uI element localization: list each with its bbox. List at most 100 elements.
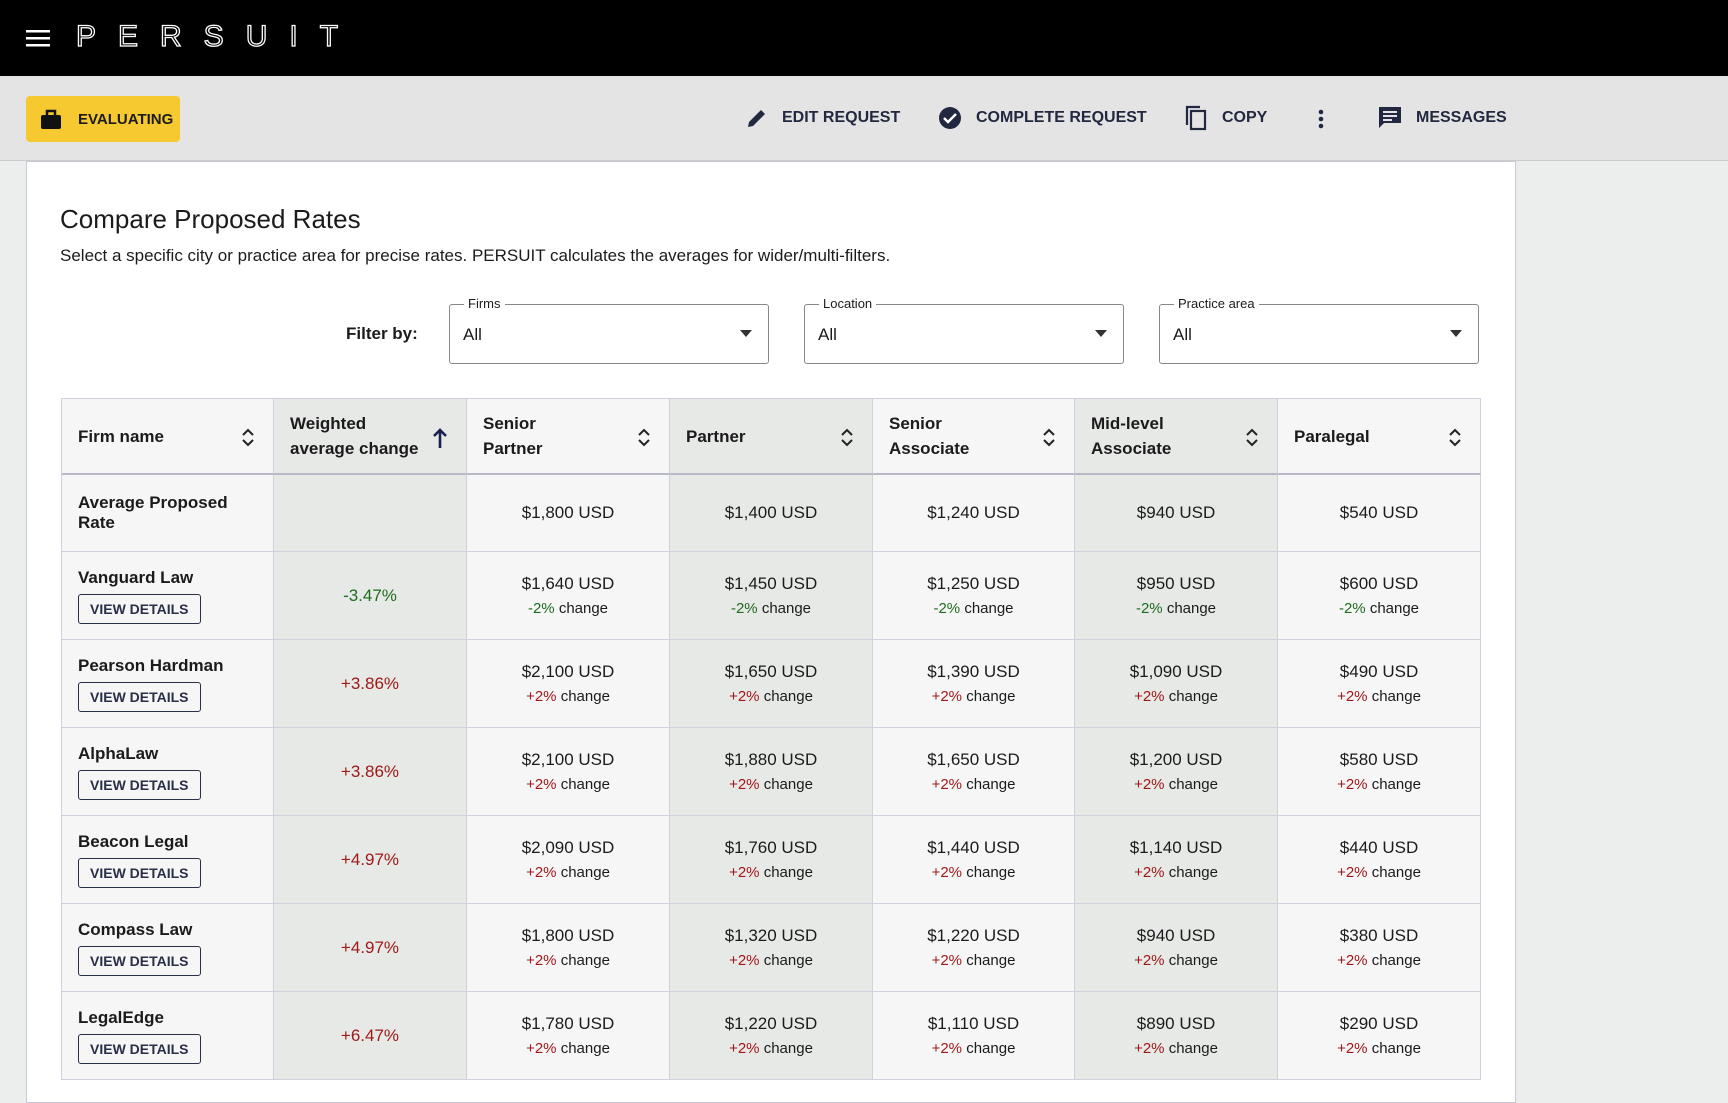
status-badge[interactable]: EVALUATING bbox=[26, 96, 180, 142]
change-word: change bbox=[763, 864, 813, 881]
row-label: Average Proposed Rate bbox=[62, 475, 274, 552]
change-word: change bbox=[1371, 952, 1421, 969]
rate-cell: $1,650 USD +2% change bbox=[670, 640, 873, 728]
change: +2% change bbox=[1134, 1040, 1218, 1057]
weighted-cell: +4.97% bbox=[274, 904, 467, 992]
change: +2% change bbox=[526, 1040, 610, 1057]
filter-label: Practice area bbox=[1174, 296, 1259, 311]
rate-cell: $2,100 USD +2% change bbox=[467, 728, 670, 816]
complete-request-button[interactable]: COMPLETE REQUEST bbox=[938, 106, 1147, 130]
change-word: change bbox=[1168, 776, 1218, 793]
edit-request-button[interactable]: EDIT REQUEST bbox=[746, 107, 900, 129]
change-value: +2% bbox=[931, 776, 963, 793]
rate-cell: $540 USD bbox=[1278, 475, 1481, 552]
column-header[interactable]: Paralegal bbox=[1278, 399, 1481, 475]
rate: $1,800 USD bbox=[521, 926, 615, 945]
sort-icon[interactable] bbox=[1448, 427, 1462, 447]
rate: $1,090 USD bbox=[1129, 662, 1223, 681]
firm-name: Beacon Legal bbox=[78, 831, 189, 851]
filter-select[interactable]: Firms All bbox=[449, 296, 769, 364]
change-value: +2% bbox=[1337, 776, 1368, 793]
change-word: change bbox=[558, 600, 609, 617]
rate: $2,100 USD bbox=[521, 750, 615, 769]
rate-cell: $950 USD -2% change bbox=[1075, 552, 1278, 640]
change: +2% change bbox=[1134, 688, 1218, 705]
logo: PERSUIT bbox=[75, 19, 361, 53]
rate: $600 USD bbox=[1339, 574, 1419, 593]
change: +2% change bbox=[526, 688, 610, 705]
sort-icon[interactable] bbox=[1042, 427, 1056, 447]
firm-name: AlphaLaw bbox=[78, 743, 159, 763]
rate-cell: $1,640 USD -2% change bbox=[467, 552, 670, 640]
status-icon bbox=[41, 109, 61, 129]
rate: $1,220 USD bbox=[724, 1014, 818, 1033]
change: +2% change bbox=[729, 776, 813, 793]
change-word: change bbox=[964, 600, 1014, 617]
change-value: -2% bbox=[1338, 600, 1366, 617]
rate: $1,650 USD bbox=[927, 750, 1020, 769]
view-details-button[interactable]: VIEW DETAILS bbox=[78, 857, 201, 888]
sort-icon[interactable] bbox=[432, 427, 448, 449]
filter-value: All bbox=[818, 325, 837, 344]
column-label: Paralegal bbox=[1294, 426, 1370, 446]
sort-icon[interactable] bbox=[241, 427, 255, 447]
change-word: change bbox=[1168, 952, 1218, 969]
column-header[interactable]: Senior Partner bbox=[467, 399, 670, 475]
column-header[interactable]: Mid-level Associate bbox=[1075, 399, 1278, 475]
view-details-button[interactable]: VIEW DETAILS bbox=[78, 1033, 201, 1064]
rate: $1,110 USD bbox=[927, 1014, 1020, 1033]
filter-select[interactable]: Practice area All bbox=[1159, 296, 1479, 364]
change: +2% change bbox=[1134, 776, 1218, 793]
rate-cell: $1,390 USD +2% change bbox=[873, 640, 1075, 728]
rate: $1,450 USD bbox=[724, 574, 818, 593]
more-button[interactable] bbox=[1318, 109, 1324, 129]
change-word: change bbox=[1168, 688, 1218, 705]
weighted-change: +4.97% bbox=[340, 937, 400, 957]
view-details-button[interactable]: VIEW DETAILS bbox=[78, 593, 201, 624]
column-header[interactable]: Firm name bbox=[62, 399, 274, 475]
change-word: change bbox=[1369, 600, 1420, 617]
top-bar: PERSUIT bbox=[0, 0, 1728, 76]
sort-icon[interactable] bbox=[637, 427, 651, 447]
messages-button[interactable]: MESSAGES bbox=[1378, 106, 1507, 130]
rate-cell: $940 USD bbox=[1075, 475, 1278, 552]
sort-icon[interactable] bbox=[840, 427, 854, 447]
change-value: +2% bbox=[1337, 864, 1368, 881]
change-value: +2% bbox=[931, 688, 963, 705]
rate: $2,090 USD bbox=[521, 838, 615, 857]
change: +2% change bbox=[526, 952, 610, 969]
label: EDIT REQUEST bbox=[782, 109, 901, 126]
change-word: change bbox=[560, 688, 610, 705]
weighted-cell: -3.47% bbox=[274, 552, 467, 640]
change-word: change bbox=[763, 776, 813, 793]
rate: $1,650 USD bbox=[724, 662, 818, 681]
column-label: Senior Associate bbox=[889, 414, 970, 458]
filter-label: Filter by: bbox=[346, 324, 418, 343]
rate: $1,880 USD bbox=[724, 750, 818, 769]
weighted-change: +6.47% bbox=[340, 1025, 400, 1045]
rate-cell: $1,400 USD bbox=[670, 475, 873, 552]
change-value: -2% bbox=[933, 600, 961, 617]
rate-cell: $1,760 USD +2% change bbox=[670, 816, 873, 904]
view-details-button[interactable]: VIEW DETAILS bbox=[78, 945, 201, 976]
copy-button[interactable]: COPY bbox=[1184, 105, 1267, 131]
change-value: +2% bbox=[931, 1040, 963, 1057]
view-details-button[interactable]: VIEW DETAILS bbox=[78, 769, 201, 800]
firm-cell: Beacon Legal VIEW DETAILS bbox=[62, 816, 274, 904]
change-word: change bbox=[763, 1040, 813, 1057]
column-header[interactable]: Weighted average change bbox=[274, 399, 467, 475]
change-word: change bbox=[1371, 776, 1421, 793]
column-header[interactable]: Senior Associate bbox=[873, 399, 1075, 475]
filter-select[interactable]: Location All bbox=[804, 296, 1124, 364]
column-label: Mid-level Associate bbox=[1091, 414, 1172, 458]
menu-button[interactable] bbox=[26, 28, 50, 48]
sort-icon[interactable] bbox=[1245, 427, 1259, 447]
rate-cell: $1,220 USD +2% change bbox=[670, 992, 873, 1080]
rate-cell: $1,200 USD +2% change bbox=[1075, 728, 1278, 816]
rate: $290 USD bbox=[1339, 1014, 1419, 1033]
column-header[interactable]: Partner bbox=[670, 399, 873, 475]
rate: $1,760 USD bbox=[724, 838, 818, 857]
change: -2% change bbox=[731, 600, 811, 617]
view-details-button[interactable]: VIEW DETAILS bbox=[78, 681, 201, 712]
change-value: +2% bbox=[729, 776, 760, 793]
